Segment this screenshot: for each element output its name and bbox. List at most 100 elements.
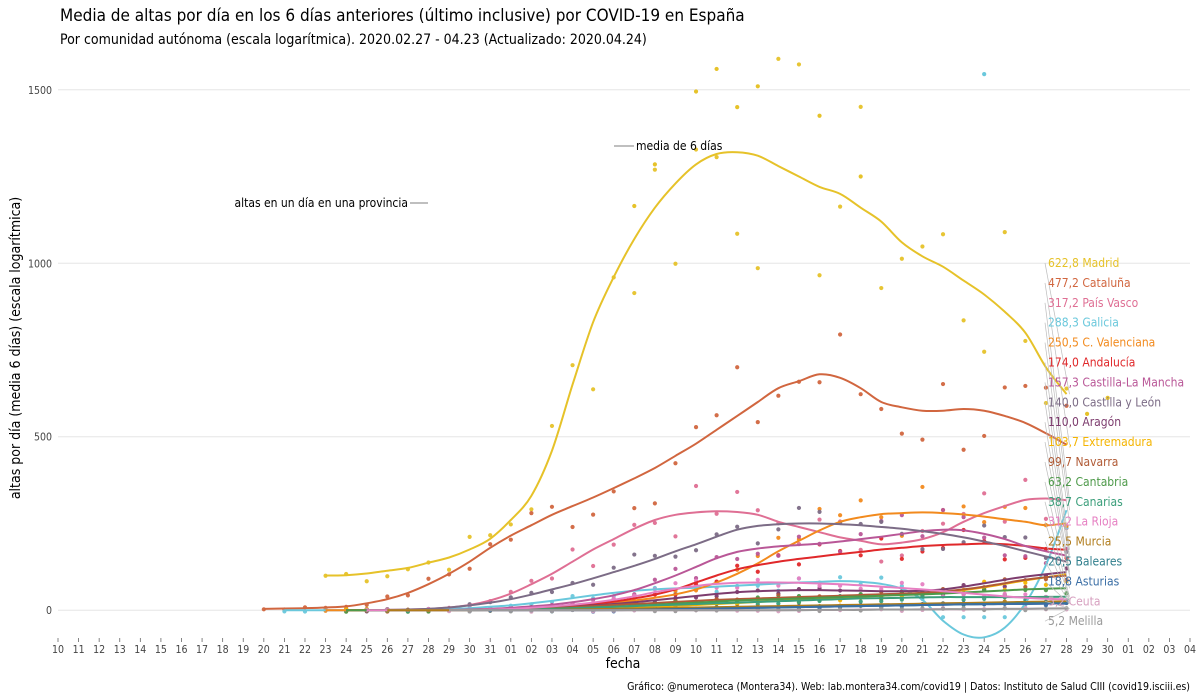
daily-point xyxy=(899,556,904,561)
daily-point xyxy=(961,318,966,323)
daily-point xyxy=(755,266,760,271)
y-axis-label: altas por día (media 6 días) (escala log… xyxy=(8,197,24,499)
daily-point xyxy=(611,542,616,547)
daily-point xyxy=(693,89,699,94)
daily-point xyxy=(920,582,925,587)
daily-point xyxy=(940,546,946,552)
series-label-cantabria: 63,2 Cantabria xyxy=(1048,475,1128,489)
daily-point xyxy=(693,548,699,553)
daily-point xyxy=(755,419,760,425)
daily-point xyxy=(652,501,657,506)
daily-point xyxy=(796,62,802,67)
daily-point xyxy=(632,290,637,296)
daily-point xyxy=(982,491,987,496)
label-leader xyxy=(1044,600,1070,609)
series-label-castilla-la-mancha: 157,3 Castilla-La Mancha xyxy=(1048,375,1184,389)
daily-point xyxy=(796,505,802,511)
daily-point xyxy=(982,523,987,528)
series-label-arag-n: 110,0 Aragón xyxy=(1048,415,1121,429)
label-leader xyxy=(1044,481,1070,589)
daily-point xyxy=(508,522,513,527)
x-tick-label: 03 xyxy=(1163,644,1175,656)
x-tick-label: 10 xyxy=(690,644,702,656)
label-leader xyxy=(1044,302,1070,501)
x-tick-label: 18 xyxy=(217,644,229,656)
daily-point xyxy=(796,534,802,539)
x-tick-label: 29 xyxy=(1081,644,1093,656)
daily-point xyxy=(1023,554,1028,559)
daily-point xyxy=(838,204,843,209)
daily-point xyxy=(961,515,966,520)
daily-point xyxy=(755,577,760,582)
daily-point xyxy=(899,580,904,585)
daily-point xyxy=(920,546,925,552)
x-tick-label: 24 xyxy=(978,644,990,656)
x-tick-label: 04 xyxy=(1184,644,1196,656)
daily-point xyxy=(1064,403,1069,408)
daily-point xyxy=(920,534,925,539)
daily-point xyxy=(673,461,678,466)
daily-point xyxy=(940,381,946,387)
label-leader xyxy=(1044,541,1070,602)
daily-point xyxy=(735,489,740,495)
x-tick-label: 04 xyxy=(567,644,579,656)
daily-point xyxy=(961,597,966,602)
daily-point xyxy=(858,498,863,503)
x-tick-label: 11 xyxy=(73,644,85,656)
daily-point xyxy=(652,162,657,167)
x-tick-label: 22 xyxy=(299,644,311,656)
daily-point xyxy=(982,520,987,525)
x-tick-label: 01 xyxy=(505,644,517,656)
x-tick-label: 27 xyxy=(402,644,414,656)
daily-point xyxy=(673,581,678,586)
label-leader xyxy=(1044,442,1070,575)
daily-point xyxy=(529,507,534,512)
daily-point xyxy=(1002,553,1007,558)
x-tick-label: 15 xyxy=(793,644,805,656)
daily-point xyxy=(796,562,802,567)
daily-point xyxy=(611,489,616,494)
daily-point xyxy=(364,579,369,584)
daily-point xyxy=(982,433,987,439)
daily-point xyxy=(879,599,884,604)
daily-point xyxy=(817,517,822,522)
x-tick-label: 23 xyxy=(958,644,970,656)
series-lines xyxy=(263,151,1068,639)
x-tick-label: 27 xyxy=(1040,644,1052,656)
label-leader xyxy=(1044,561,1070,604)
daily-point xyxy=(838,332,843,337)
daily-point xyxy=(1023,338,1028,344)
daily-point xyxy=(632,552,637,557)
daily-point xyxy=(1023,477,1028,482)
series-label-madrid: 622,8 Madrid xyxy=(1048,256,1119,270)
daily-point xyxy=(693,483,699,489)
x-tick-label: 12 xyxy=(93,644,105,656)
daily-point xyxy=(961,615,966,620)
daily-point xyxy=(735,585,740,590)
daily-point xyxy=(591,582,596,587)
x-tick-label: 20 xyxy=(258,644,270,656)
daily-point xyxy=(1002,584,1007,589)
x-tick-label: 26 xyxy=(1019,644,1031,656)
label-leader xyxy=(1044,402,1070,562)
daily-point xyxy=(879,406,884,412)
daily-point xyxy=(735,524,740,529)
y-tick-label: 1000 xyxy=(28,258,52,270)
label-leader xyxy=(1044,382,1070,556)
daily-point xyxy=(796,576,802,581)
y-axis-ticks: 0 500 1000 1500 xyxy=(28,85,52,617)
label-leader xyxy=(1044,282,1070,445)
x-tick-label: 20 xyxy=(896,644,908,656)
series-label-catalu-a: 477,2 Cataluña xyxy=(1048,276,1131,290)
series-line-castilla-y-le-n xyxy=(346,522,1067,612)
daily-point xyxy=(817,113,822,118)
daily-point xyxy=(632,522,637,527)
daily-point xyxy=(570,547,575,552)
annotation-mean: media de 6 días xyxy=(614,139,723,153)
x-tick-label: 18 xyxy=(855,644,867,656)
label-leader xyxy=(1044,501,1070,597)
x-tick-label: 09 xyxy=(669,644,681,656)
daily-point xyxy=(714,155,719,160)
daily-point xyxy=(1023,584,1028,590)
